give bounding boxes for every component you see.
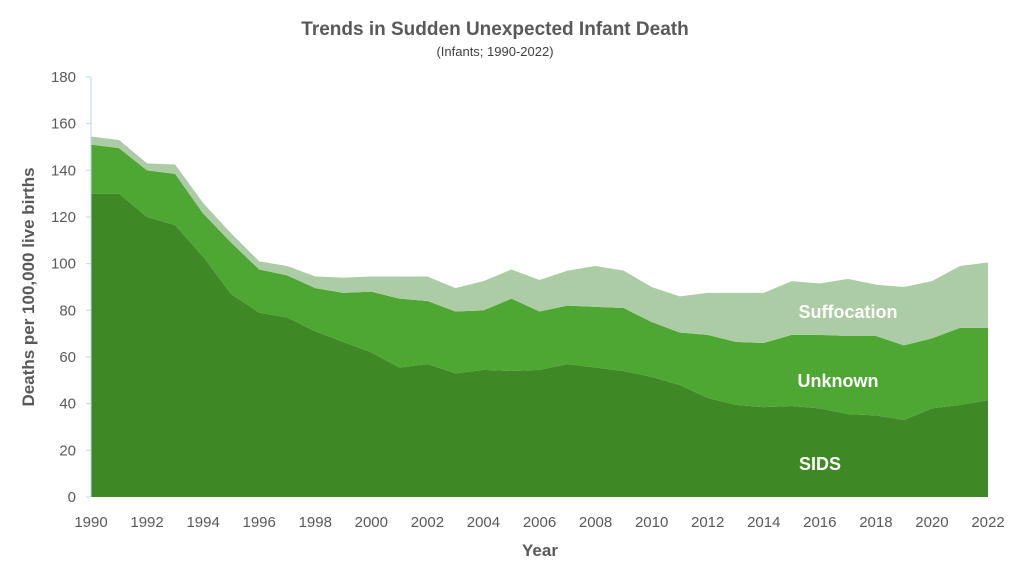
y-tick-label: 160 <box>51 116 76 133</box>
x-tick-label: 2002 <box>411 514 444 531</box>
y-tick-label: 120 <box>51 209 76 226</box>
series-label-unknown: Unknown <box>798 371 879 391</box>
x-tick-label: 2014 <box>747 514 780 531</box>
x-tick-label: 2016 <box>803 514 836 531</box>
y-tick-label: 140 <box>51 162 76 179</box>
x-tick-label: 1992 <box>130 514 163 531</box>
y-axis-label: Deaths per 100,000 live births <box>19 167 38 406</box>
x-tick-label: 2012 <box>691 514 724 531</box>
series-label-suffocation: Suffocation <box>799 302 898 322</box>
x-tick-label: 2008 <box>579 514 612 531</box>
chart-title: Trends in Sudden Unexpected Infant Death <box>301 19 688 40</box>
x-tick-label: 2022 <box>971 514 1004 531</box>
chart-subtitle: (Infants; 1990-2022) <box>436 44 553 59</box>
y-tick-label: 80 <box>59 302 76 319</box>
series-label-sids: SIDS <box>799 454 841 474</box>
y-tick-label: 60 <box>59 349 76 366</box>
x-tick-label: 2020 <box>915 514 948 531</box>
y-tick-label: 180 <box>51 69 76 86</box>
y-tick-label: 40 <box>59 396 76 413</box>
area-suffocation <box>91 136 988 346</box>
area-sids <box>91 193 988 497</box>
x-tick-label: 2006 <box>523 514 556 531</box>
x-axis-label: Year <box>522 541 558 560</box>
area-unknown <box>91 144 988 420</box>
x-tick-label: 1990 <box>74 514 107 531</box>
x-tick-label: 1994 <box>186 514 219 531</box>
x-tick-label: 1996 <box>243 514 276 531</box>
x-tick-label: 2000 <box>355 514 388 531</box>
x-tick-label: 2010 <box>635 514 668 531</box>
x-tick-label: 2018 <box>859 514 892 531</box>
y-tick-label: 100 <box>51 256 76 273</box>
y-tick-label: 20 <box>59 442 76 459</box>
y-tick-label: 0 <box>68 489 76 506</box>
x-tick-label: 2004 <box>467 514 500 531</box>
x-tick-label: 1998 <box>299 514 332 531</box>
